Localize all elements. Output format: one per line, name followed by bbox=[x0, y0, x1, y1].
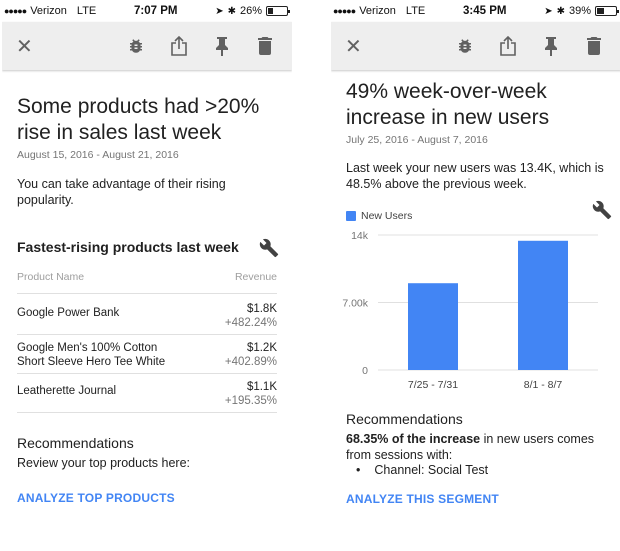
network-type: LTE bbox=[76, 5, 97, 17]
revenue-value: $1.1K bbox=[246, 381, 277, 393]
y-tick-label: 7.00k bbox=[342, 298, 368, 310]
status-time: 7:07 PM bbox=[133, 5, 178, 17]
bar bbox=[408, 283, 458, 370]
carrier-name: Verizon bbox=[359, 5, 396, 17]
revenue-value: $1.2K bbox=[246, 342, 277, 354]
revenue-change: +195.35% bbox=[224, 395, 277, 407]
analyze-top-products-link[interactable]: ANALYZE TOP PRODUCTS bbox=[17, 491, 175, 505]
y-tick-label: 0 bbox=[362, 365, 368, 377]
status-bar: ●●●●● Verizon LTE 7:07 PM ➤ ✱ 26% bbox=[2, 0, 292, 22]
battery-percent: 39% bbox=[568, 5, 591, 17]
insight-title: 49% week-over-week increase in new users bbox=[346, 80, 550, 129]
location-icon: ➤ bbox=[544, 5, 553, 17]
bluetooth-icon: ✱ bbox=[227, 5, 236, 17]
new-users-bar-chart: 0 7.00k 14k 7/25 - 7/31 8/1 - 8/7 bbox=[342, 230, 598, 391]
product-name: Google Power Bank bbox=[17, 307, 120, 319]
insight-title: Some products had >20% rise in sales las… bbox=[17, 95, 260, 144]
legend-swatch bbox=[346, 210, 356, 221]
revenue-value: $1.8K bbox=[246, 303, 277, 315]
table-row[interactable]: Google Men's 100% Cotton Short Sleeve He… bbox=[17, 335, 277, 374]
table-row[interactable]: Leatherette Journal $1.1K +195.35% bbox=[17, 374, 277, 413]
status-bar: ●●●●● Verizon LTE 3:45 PM ➤ ✱ 39% bbox=[331, 0, 620, 22]
carrier-name: Verizon bbox=[30, 5, 67, 17]
analyze-this-segment-link[interactable]: ANALYZE THIS SEGMENT bbox=[346, 492, 499, 506]
close-icon[interactable]: ✕ bbox=[345, 35, 362, 58]
share-icon[interactable] bbox=[166, 33, 192, 59]
insight-summary: You can take advantage of their rising p… bbox=[17, 177, 226, 207]
recommendation-rest: in new users comes from sessions with: bbox=[346, 432, 595, 462]
table-row[interactable]: Google Power Bank $1.8K +482.24% bbox=[17, 294, 277, 335]
date-range: August 15, 2016 - August 21, 2016 bbox=[17, 149, 179, 161]
recommendation-text: Review your top products here: bbox=[17, 456, 191, 470]
toolbar: ✕ bbox=[2, 22, 292, 70]
x-tick-label: 8/1 - 8/7 bbox=[524, 379, 563, 391]
y-tick-label: 14k bbox=[351, 230, 369, 242]
trash-icon[interactable] bbox=[252, 33, 278, 59]
recommendation-text: 68.35% of the increase in new users come… bbox=[346, 431, 606, 463]
column-product-name: Product Name bbox=[17, 271, 85, 283]
column-revenue: Revenue bbox=[234, 271, 277, 283]
recommendation-list: Channel: Social Test bbox=[356, 463, 606, 477]
signal-icon: ●●●●● bbox=[333, 6, 356, 16]
list-item: Channel: Social Test bbox=[356, 463, 606, 477]
bug-icon[interactable] bbox=[452, 33, 478, 59]
wrench-icon[interactable] bbox=[592, 200, 612, 225]
recommendations-title: Recommendations bbox=[346, 411, 463, 427]
bar bbox=[518, 240, 568, 370]
bug-icon[interactable] bbox=[123, 33, 149, 59]
table-header: Product Name Revenue bbox=[17, 271, 277, 294]
bluetooth-icon: ✱ bbox=[556, 5, 565, 17]
wrench-icon[interactable] bbox=[259, 238, 279, 263]
signal-icon: ●●●●● bbox=[4, 6, 27, 16]
share-icon[interactable] bbox=[495, 33, 521, 59]
revenue-change: +482.24% bbox=[224, 317, 277, 329]
close-icon[interactable]: ✕ bbox=[16, 35, 33, 58]
network-type: LTE bbox=[405, 5, 426, 17]
pin-icon[interactable] bbox=[538, 33, 564, 59]
toolbar: ✕ bbox=[331, 22, 620, 70]
revenue-change: +402.89% bbox=[224, 356, 277, 368]
status-time: 3:45 PM bbox=[462, 5, 507, 17]
product-name: Leatherette Journal bbox=[17, 385, 117, 397]
insight-summary: Last week your new users was 13.4K, whic… bbox=[346, 161, 604, 191]
battery-icon bbox=[266, 6, 290, 16]
section-title: Fastest-rising products last week bbox=[17, 238, 239, 255]
pin-icon[interactable] bbox=[209, 33, 235, 59]
battery-icon bbox=[595, 6, 619, 16]
chart-legend: New Users bbox=[346, 210, 412, 222]
right-phone-screen: ●●●●● Verizon LTE 3:45 PM ➤ ✱ 39% ✕ 49% … bbox=[331, 0, 620, 551]
product-name: Google Men's 100% Cotton Short Sleeve He… bbox=[17, 342, 166, 368]
battery-percent: 26% bbox=[239, 5, 262, 17]
recommendation-highlight: 68.35% of the increase bbox=[346, 432, 481, 446]
x-tick-label: 7/25 - 7/31 bbox=[408, 379, 458, 391]
left-phone-screen: ●●●●● Verizon LTE 7:07 PM ➤ ✱ 26% ✕ Some… bbox=[2, 0, 292, 551]
legend-label: New Users bbox=[361, 209, 413, 222]
trash-icon[interactable] bbox=[581, 33, 607, 59]
recommendations-title: Recommendations bbox=[17, 435, 134, 451]
date-range: July 25, 2016 - August 7, 2016 bbox=[346, 134, 488, 146]
location-icon: ➤ bbox=[215, 5, 224, 17]
